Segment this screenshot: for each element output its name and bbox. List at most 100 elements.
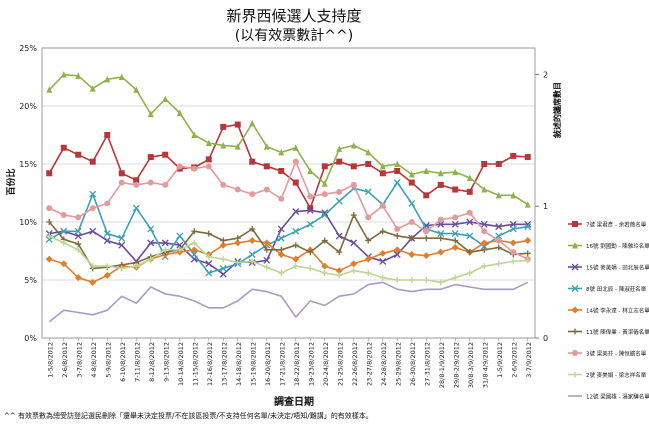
data-point	[437, 169, 444, 177]
data-point	[205, 139, 212, 147]
data-point	[263, 186, 270, 193]
data-point	[307, 167, 314, 174]
data-point	[263, 239, 271, 247]
data-point	[481, 263, 488, 270]
data-point	[466, 174, 473, 181]
data-point	[60, 239, 67, 246]
data-point	[524, 237, 532, 245]
data-point	[147, 225, 155, 233]
data-point	[336, 188, 343, 195]
x-tick-label: 30/8-3/9/2012	[467, 342, 475, 388]
data-point	[248, 251, 256, 258]
data-point	[75, 241, 82, 248]
data-point	[510, 191, 517, 199]
data-point	[336, 272, 343, 279]
x-tick-label: 1-5/8/2012	[46, 342, 54, 378]
data-point	[162, 246, 169, 253]
data-point	[234, 121, 241, 128]
data-point	[307, 265, 314, 272]
data-point	[350, 212, 357, 219]
x-tick-label: 6-10/8/2012	[119, 342, 127, 382]
data-point	[263, 264, 270, 271]
data-point	[524, 154, 531, 161]
legend-item: 8號 田北辰 - 陳淑莊名單	[568, 285, 647, 293]
data-point	[379, 257, 387, 265]
data-point	[75, 246, 82, 253]
data-point	[379, 170, 386, 177]
legend-swatch-marker	[571, 285, 579, 292]
series-line	[49, 209, 528, 276]
data-point	[176, 232, 184, 240]
legend-label: 11號 陳偉業 - 黃潔儀名單	[586, 328, 649, 336]
data-point	[408, 199, 416, 207]
data-point	[118, 170, 125, 177]
data-point	[365, 161, 372, 167]
x-tick-label: 23-27/8/2012	[365, 342, 373, 386]
legend-item: 15號 麥美娟 - 田北辰名單	[568, 264, 649, 272]
data-point	[249, 191, 256, 198]
data-point	[132, 204, 140, 212]
x-tick-label: 12-16/8/2012	[206, 342, 214, 386]
data-point	[277, 234, 285, 242]
x-tick-label: 9-13/8/2012	[162, 342, 170, 382]
data-point	[162, 181, 169, 188]
data-point	[307, 193, 314, 200]
data-point	[191, 165, 198, 172]
data-point	[118, 234, 126, 242]
data-point	[451, 244, 459, 252]
data-point	[509, 225, 517, 233]
x-tick-label: 3-7/8/2012	[75, 342, 83, 378]
series-line	[48, 160, 529, 260]
data-point	[423, 167, 430, 174]
data-point	[103, 230, 111, 238]
legend-swatch-marker	[572, 242, 578, 249]
data-point	[46, 86, 53, 93]
series-7	[46, 158, 531, 263]
x-tick-label: 16-20/8/2012	[264, 342, 272, 386]
data-point	[524, 257, 531, 264]
x-axis-label: 調查日期	[274, 395, 314, 408]
data-point	[495, 223, 503, 231]
data-point	[510, 152, 517, 159]
data-point	[466, 218, 474, 226]
label-layer: 新界西候選人支持度 (以有效票數計^^) 調查日期 百份比 敍述的議席數目 ^^…	[4, 7, 562, 420]
data-point	[220, 256, 227, 263]
axis-layer: 0% 5% 10% 15% 20% 25% 0 1 2 1-5/8/2012 2-6/8/2012 3…	[19, 44, 548, 388]
series-1	[46, 121, 531, 212]
data-point	[364, 255, 372, 263]
data-point	[335, 267, 343, 275]
data-point	[133, 177, 140, 184]
data-point	[147, 256, 154, 263]
data-point	[451, 220, 459, 228]
data-point	[509, 239, 517, 247]
data-point	[307, 249, 314, 256]
data-point	[60, 71, 67, 78]
data-point	[408, 170, 415, 178]
legend-label: 3號 梁美芬 - 陳恒鑌名單	[586, 350, 647, 358]
data-point	[379, 274, 386, 281]
data-point	[365, 237, 372, 244]
data-point	[524, 201, 531, 208]
series-line	[48, 281, 529, 323]
data-point	[393, 251, 401, 258]
data-point	[466, 249, 473, 256]
data-point	[466, 188, 473, 195]
data-point	[118, 265, 125, 272]
series-4	[45, 179, 532, 277]
data-point	[292, 255, 300, 263]
data-point	[118, 241, 126, 249]
data-point	[46, 170, 53, 177]
data-point	[147, 154, 154, 161]
data-point	[423, 277, 430, 283]
x-tick-label: 3-7/9/2012	[525, 342, 533, 378]
data-point	[379, 162, 386, 170]
data-point	[422, 252, 430, 260]
data-point	[321, 211, 329, 219]
data-point	[437, 279, 444, 286]
data-point	[510, 249, 517, 256]
data-point	[452, 274, 459, 281]
x-tick-label: 18-22/8/2012	[293, 342, 301, 386]
data-point	[379, 202, 386, 209]
series-line	[48, 235, 528, 284]
x-tick-label: 13-17/8/2012	[220, 342, 228, 386]
